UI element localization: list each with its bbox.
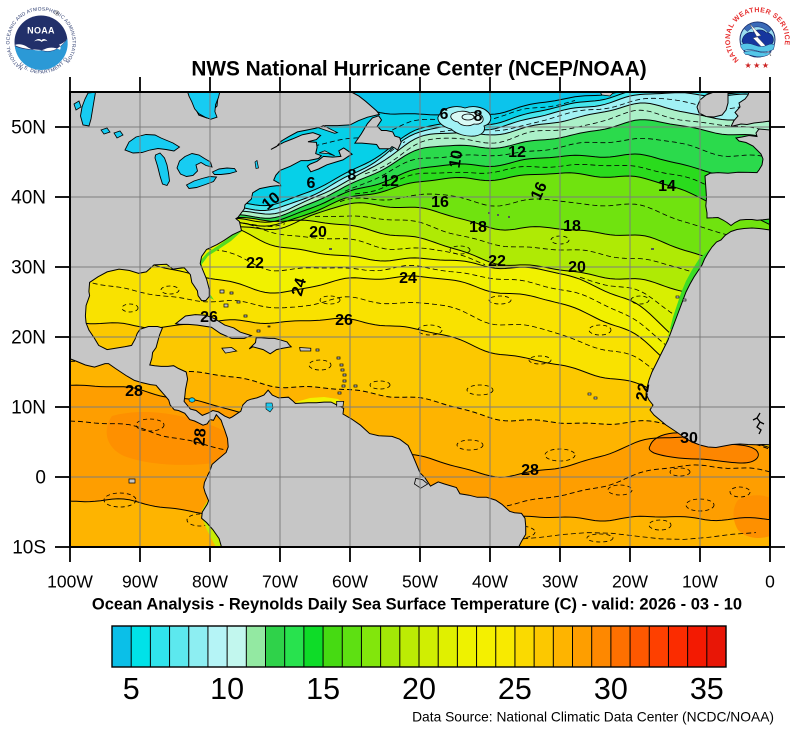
svg-text:25: 25 <box>498 672 532 706</box>
svg-text:80W: 80W <box>192 572 228 592</box>
svg-text:0: 0 <box>35 468 46 489</box>
svg-text:40W: 40W <box>472 572 508 592</box>
svg-text:16: 16 <box>528 179 551 202</box>
svg-text:12: 12 <box>381 173 399 190</box>
svg-text:30: 30 <box>680 430 698 447</box>
svg-text:Ocean Analysis - Reynolds Dail: Ocean Analysis - Reynolds Daily Sea Surf… <box>92 596 742 614</box>
svg-text:18: 18 <box>563 218 581 235</box>
svg-text:10S: 10S <box>12 538 46 559</box>
svg-text:26: 26 <box>335 312 353 329</box>
svg-text:20W: 20W <box>612 572 648 592</box>
svg-text:22: 22 <box>634 382 654 403</box>
svg-text:24: 24 <box>289 276 310 298</box>
svg-text:26: 26 <box>200 309 218 326</box>
svg-text:6: 6 <box>440 106 449 123</box>
svg-text:20: 20 <box>568 259 586 276</box>
svg-text:10: 10 <box>447 149 467 170</box>
svg-text:70W: 70W <box>262 572 298 592</box>
svg-text:60W: 60W <box>332 572 368 592</box>
svg-text:35: 35 <box>690 672 724 706</box>
svg-text:30W: 30W <box>542 572 578 592</box>
svg-text:28: 28 <box>521 462 539 479</box>
svg-text:10W: 10W <box>682 572 718 592</box>
svg-text:10: 10 <box>210 672 244 706</box>
svg-text:50N: 50N <box>11 118 46 139</box>
svg-text:50W: 50W <box>402 572 438 592</box>
svg-text:Data Source: National Climatic: Data Source: National Climatic Data Cent… <box>412 710 774 725</box>
svg-text:18: 18 <box>469 219 487 236</box>
svg-text:90W: 90W <box>122 572 158 592</box>
svg-text:8: 8 <box>474 108 483 125</box>
svg-text:0: 0 <box>765 572 775 592</box>
svg-text:20: 20 <box>309 224 327 241</box>
svg-text:28: 28 <box>125 383 143 400</box>
svg-text:®: ® <box>55 10 60 18</box>
svg-text:8: 8 <box>348 167 357 184</box>
svg-text:24: 24 <box>399 270 417 287</box>
svg-text:15: 15 <box>306 672 340 706</box>
svg-text:20: 20 <box>402 672 436 706</box>
svg-text:★★★: ★★★ <box>744 61 770 70</box>
svg-text:22: 22 <box>488 253 506 270</box>
svg-text:16: 16 <box>431 194 449 211</box>
svg-text:NOAA: NOAA <box>27 26 55 36</box>
svg-text:22: 22 <box>246 255 264 272</box>
svg-text:14: 14 <box>658 178 676 195</box>
svg-text:40N: 40N <box>11 188 46 209</box>
svg-text:28: 28 <box>191 427 209 446</box>
svg-text:30: 30 <box>594 672 628 706</box>
svg-text:10N: 10N <box>11 398 46 419</box>
svg-text:100W: 100W <box>47 572 93 592</box>
svg-text:30N: 30N <box>11 258 46 279</box>
svg-text:6: 6 <box>307 175 316 192</box>
svg-text:5: 5 <box>123 672 140 706</box>
svg-text:20N: 20N <box>11 328 46 349</box>
svg-text:NWS National Hurricane Center: NWS National Hurricane Center (NCEP/NOAA… <box>191 58 646 81</box>
svg-text:12: 12 <box>508 144 526 161</box>
